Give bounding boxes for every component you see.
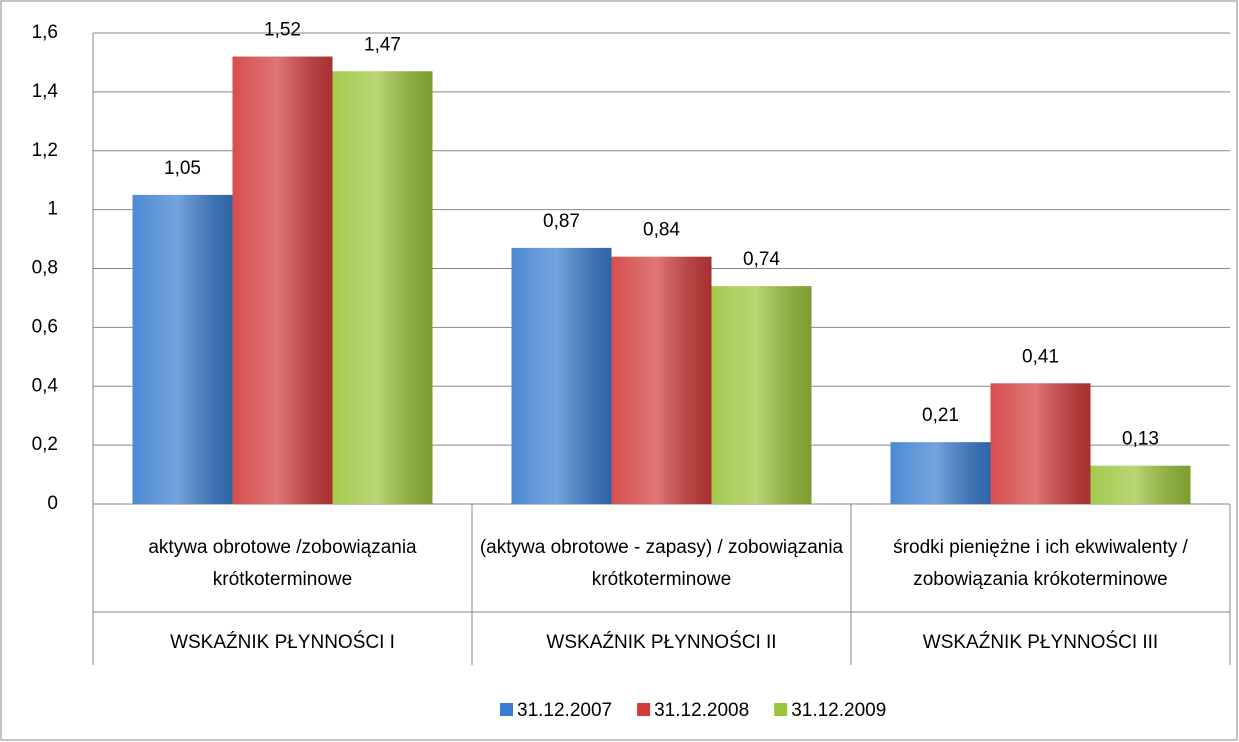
value-label: 0,84 bbox=[643, 220, 680, 241]
value-label: 0,13 bbox=[1122, 429, 1159, 450]
legend-label: 31.12.2009 bbox=[791, 700, 886, 721]
category-group-label: WSKAŹNIK PŁYNNOŚCI I bbox=[170, 632, 395, 653]
y-tick-label: 1 bbox=[47, 199, 58, 220]
y-tick-label: 1,2 bbox=[32, 140, 58, 161]
y-tick-label: 1,6 bbox=[32, 22, 58, 43]
x-tick-label: aktywa obrotowe /zobowiązania krótkoterm… bbox=[148, 537, 417, 590]
legend-swatch bbox=[637, 703, 651, 716]
bar-shine bbox=[611, 256, 712, 504]
value-label: 1,47 bbox=[364, 34, 401, 55]
bar-shine bbox=[990, 383, 1091, 504]
bar-shine bbox=[1090, 465, 1191, 504]
y-tick-label: 0 bbox=[47, 493, 58, 514]
bar-shine bbox=[511, 247, 612, 505]
y-tick-label: 0,2 bbox=[32, 434, 58, 455]
value-label: 0,21 bbox=[922, 405, 959, 426]
value-label: 1,05 bbox=[164, 158, 201, 179]
bar-shine bbox=[711, 286, 812, 504]
value-label: 0,87 bbox=[543, 211, 580, 232]
x-tick-label: (aktywa obrotowe - zapasy) / zobowiązani… bbox=[479, 537, 844, 590]
legend-swatch bbox=[774, 703, 788, 716]
value-label: 0,74 bbox=[743, 249, 780, 270]
bar-shine bbox=[332, 71, 433, 505]
legend-label: 31.12.2008 bbox=[654, 700, 749, 721]
bar-shine bbox=[132, 194, 233, 504]
category-group-label: WSKAŹNIK PŁYNNOŚCI III bbox=[922, 632, 1159, 653]
legend-swatch bbox=[500, 703, 513, 716]
y-tick-label: 0,4 bbox=[32, 375, 59, 396]
y-tick-label: 0,8 bbox=[32, 258, 58, 279]
y-tick-label: 0,6 bbox=[32, 316, 58, 337]
y-tick-label: 1,4 bbox=[32, 81, 59, 102]
value-label: 0,41 bbox=[1022, 346, 1059, 367]
category-group-label: WSKAŹNIK PŁYNNOŚCI II bbox=[546, 632, 777, 653]
legend-label: 31.12.2007 bbox=[517, 700, 612, 721]
bar-shine bbox=[232, 56, 333, 505]
x-tick-label: środki pieniężne i ich ekwiwalenty / zob… bbox=[893, 537, 1188, 590]
bar-shine bbox=[890, 442, 991, 504]
value-label: 1,52 bbox=[264, 20, 301, 41]
